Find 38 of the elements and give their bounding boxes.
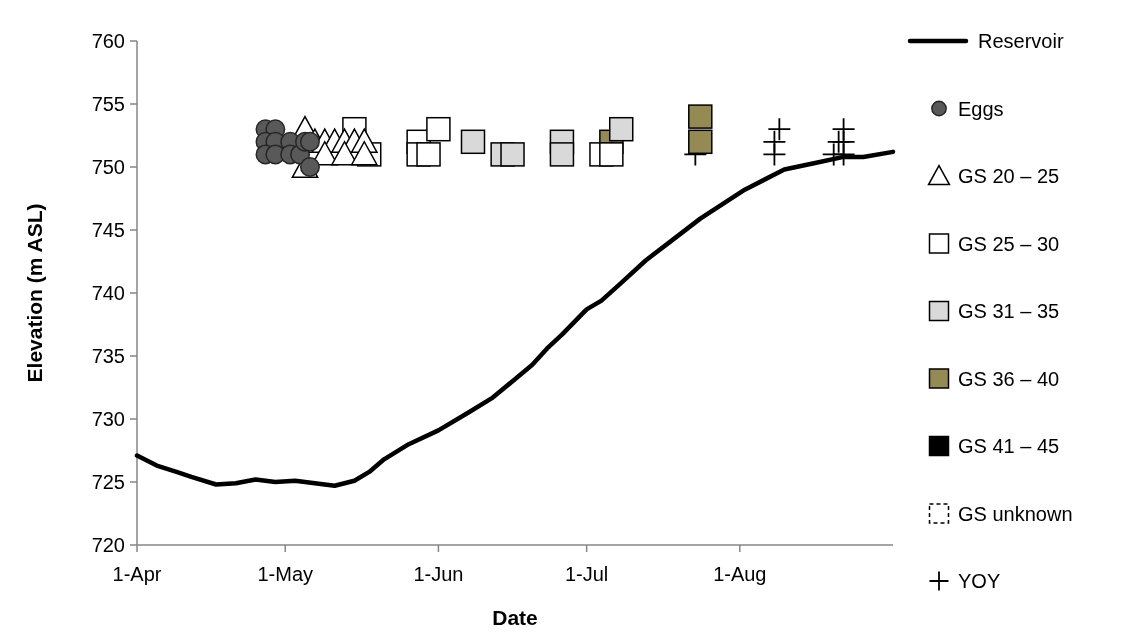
y-tick-label: 730 — [91, 408, 125, 430]
point — [608, 116, 634, 142]
legend-label: GS 36 – 40 — [958, 367, 1060, 390]
y-axis-title: Elevation (m ASL) — [23, 203, 46, 383]
legend-label: Reservoir — [978, 30, 1064, 52]
x-tick-label: 1-Jun — [413, 563, 464, 585]
legend-label: Eggs — [958, 97, 1004, 120]
point — [350, 141, 378, 166]
y-tick-label: 720 — [91, 534, 125, 556]
point — [688, 129, 713, 155]
point — [299, 131, 320, 152]
legend-label: GS 31 – 35 — [958, 300, 1060, 322]
point — [599, 142, 624, 167]
point — [299, 157, 320, 177]
point — [549, 142, 575, 167]
legend-label: YOY — [958, 570, 1001, 592]
y-tick-label: 735 — [91, 345, 125, 367]
legend-label: GS unknown — [958, 502, 1073, 525]
x-axis-title: Date — [492, 606, 538, 629]
x-tick-label: 1-Aug — [713, 563, 767, 585]
point — [500, 142, 525, 167]
legend-label: GS 25 – 30 — [958, 232, 1060, 255]
x-tick-label: 1-May — [257, 563, 314, 585]
y-tick-label: 750 — [91, 156, 125, 178]
x-tick-label: 1-Apr — [112, 563, 162, 585]
point — [416, 142, 441, 167]
legend-label: GS 41 – 45 — [958, 435, 1060, 457]
point — [688, 104, 713, 129]
y-tick-label: 755 — [91, 93, 125, 115]
y-tick-label: 760 — [91, 30, 125, 52]
y-tick-label: 745 — [91, 219, 125, 241]
point — [768, 118, 791, 141]
point — [426, 116, 451, 142]
legend-label: GS 20 – 25 — [958, 165, 1060, 187]
x-tick-label: 1-Jul — [564, 563, 609, 585]
point — [460, 129, 486, 155]
y-tick-label: 725 — [91, 471, 125, 493]
y-tick-label: 740 — [91, 282, 125, 304]
